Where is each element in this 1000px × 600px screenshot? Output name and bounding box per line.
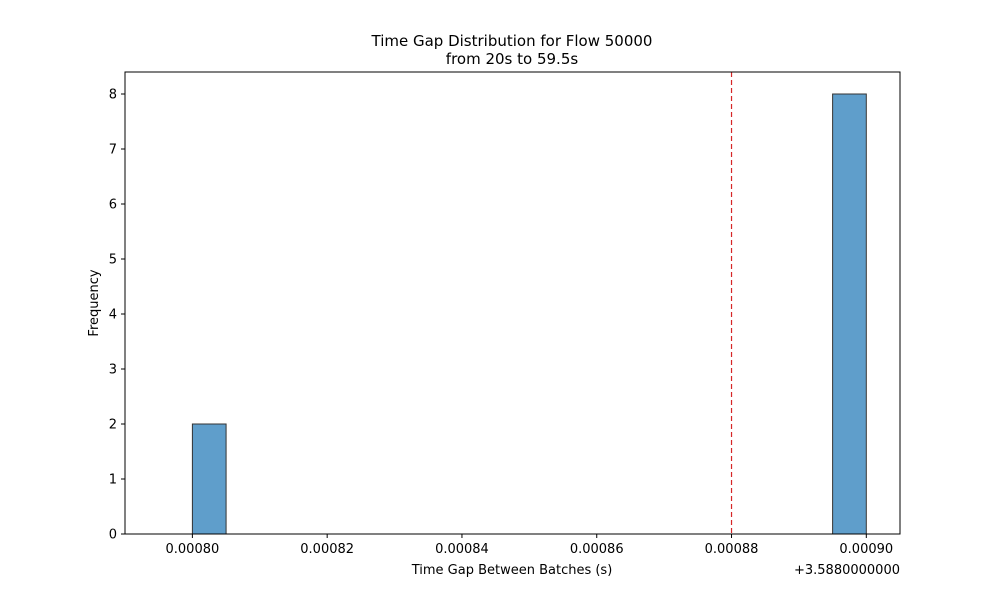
chart-title: Time Gap Distribution for Flow 50000 xyxy=(371,32,653,50)
histogram-bar-0 xyxy=(191,423,227,535)
x-tick-label: 0.00082 xyxy=(300,542,354,557)
y-tick-label: 6 xyxy=(109,198,117,213)
x-tick-label: 0.00086 xyxy=(570,542,624,557)
x-tick-label: 0.00090 xyxy=(839,542,893,557)
x-tick-label: 0.00088 xyxy=(705,542,759,557)
y-tick-label: 2 xyxy=(109,418,117,433)
histogram-bar-1 xyxy=(832,93,867,535)
axes-frame xyxy=(124,71,901,535)
y-axis-title: Frequency xyxy=(87,269,102,336)
x-offset-label: +3.5880000000 xyxy=(794,563,900,578)
y-tick-label: 3 xyxy=(109,363,117,378)
y-tick-label: 1 xyxy=(109,473,117,488)
x-tick-label: 0.00084 xyxy=(435,542,489,557)
x-axis-title: Time Gap Between Batches (s) xyxy=(411,563,613,578)
x-tick-label: 0.00080 xyxy=(166,542,220,557)
x-axis: 0.00080 0.00082 0.00084 0.00086 0.00088 0.000… xyxy=(166,534,893,557)
y-tick-label: 0 xyxy=(109,528,117,543)
chart-subtitle: from 20s to 59.5s xyxy=(446,50,579,68)
y-tick-label: 5 xyxy=(109,253,117,268)
y-tick-label: 4 xyxy=(109,308,117,323)
y-tick-label: 8 xyxy=(109,88,117,103)
y-axis: 0 1 2 3 4 5 6 7 8 xyxy=(109,88,125,543)
y-tick-label: 7 xyxy=(109,143,117,158)
plot-area xyxy=(191,72,867,535)
